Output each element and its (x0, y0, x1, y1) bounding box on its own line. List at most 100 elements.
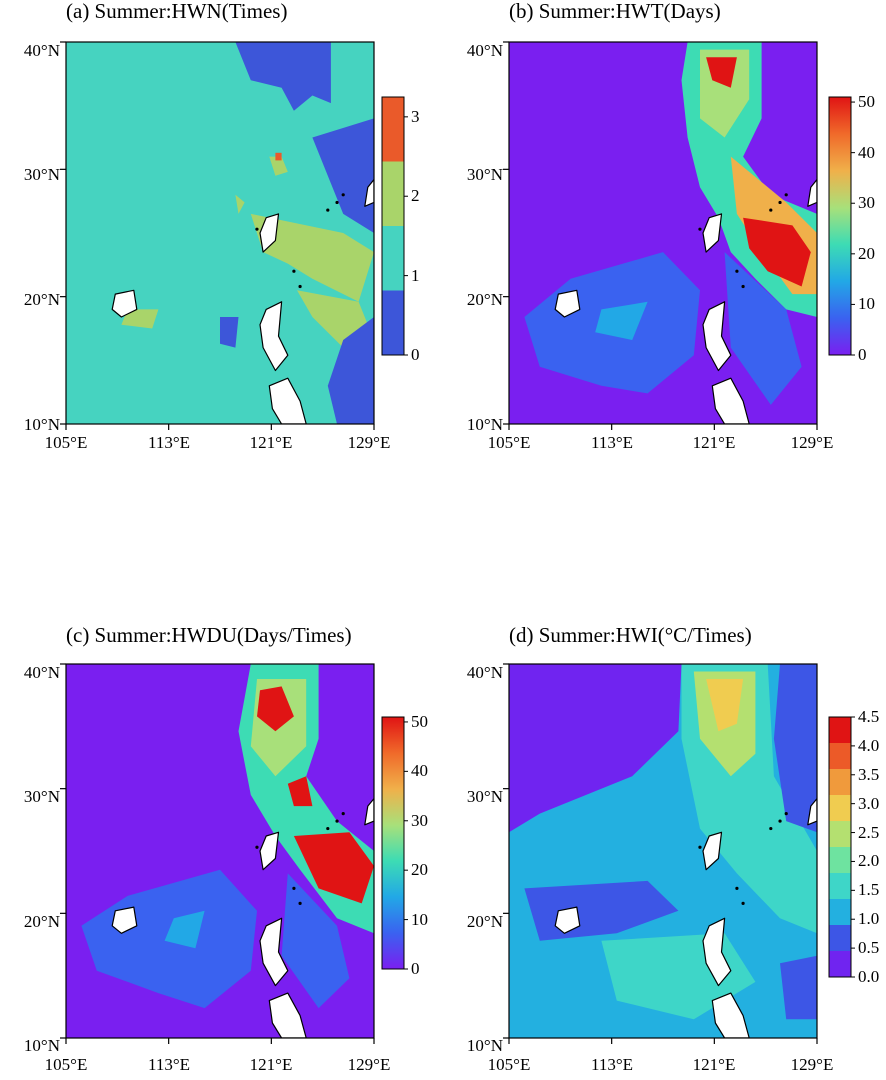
colorbar-label: 10 (411, 909, 428, 929)
island-dot (778, 200, 782, 205)
colorbar-segment (829, 795, 851, 821)
value-region (780, 955, 817, 1020)
heatwave-map-a (60, 41, 408, 430)
lat-tick-30: 30°N (23, 165, 60, 184)
island-landmass (554, 906, 581, 934)
value-region (235, 42, 331, 111)
lat-tick-10: 10°N (23, 415, 60, 434)
colorbar-segment (382, 97, 404, 162)
colorbar-label: 2.0 (858, 851, 880, 871)
island-dot (341, 812, 345, 816)
island-landmass (364, 178, 374, 207)
colorbar-label: 2 (411, 186, 420, 206)
colorbar-segment (829, 847, 851, 873)
island-dot (778, 819, 782, 823)
island-landmass (702, 917, 732, 987)
value-region (773, 664, 817, 833)
panel-a: (a) Summer:HWN(Times) 40°N 30°N 20°N 10°… (0, 0, 443, 540)
colorbar-frame (828, 716, 852, 978)
colorbar-frame (381, 96, 405, 356)
colorbar-gradient (829, 97, 851, 355)
colorbar-label: 20 (411, 860, 428, 880)
island-landmass (554, 289, 581, 318)
colorbar-label: 0.5 (858, 938, 880, 958)
island-dot (298, 284, 302, 289)
lon-tick-113: 113°E (147, 433, 191, 452)
colorbar-label: 0 (858, 345, 867, 364)
lon-tick-121: 121°E (249, 433, 293, 452)
value-region (275, 152, 282, 161)
value-region (164, 910, 205, 949)
value-region (312, 118, 374, 233)
island-dot (735, 269, 739, 273)
island-landmass (702, 213, 723, 253)
lon-tick-129: 129°E (347, 1055, 391, 1074)
island-landmass (807, 798, 817, 826)
colorbar-segment (829, 899, 851, 925)
panel-title: (c) Summer:HWDU(Days/Times) (66, 623, 352, 647)
lon-tick-113: 113°E (147, 1055, 191, 1074)
lat-tick-10: 10°N (466, 415, 503, 434)
island-dot (735, 886, 739, 890)
map-field (509, 42, 817, 424)
colorbar-label: 0 (411, 345, 420, 364)
island-dot (255, 227, 259, 231)
value-region (235, 194, 245, 214)
lat-tick-20: 20°N (23, 912, 60, 931)
lon-tick-121: 121°E (692, 433, 736, 452)
colorbar-label: 1 (411, 265, 420, 285)
lon-tick-105: 105°E (44, 1055, 88, 1074)
colorbar-label: 4.0 (858, 735, 880, 755)
heatwave-map-d (503, 663, 855, 1044)
colorbar-label: 4.5 (858, 707, 880, 726)
island-dot (741, 901, 745, 905)
island-dot (698, 845, 702, 849)
value-region (509, 664, 682, 833)
lon-tick-129: 129°E (790, 433, 834, 452)
map-field (509, 664, 817, 1038)
map-frame (65, 41, 375, 425)
colorbar-label: 30 (858, 193, 875, 213)
heatwave-map-b (503, 41, 855, 430)
colorbar-segment (829, 743, 851, 769)
panel-c: (c) Summer:HWDU(Days/Times) 40°N 30°N 20… (0, 540, 443, 1080)
colorbar-frame (828, 96, 852, 356)
lat-tick-20: 20°N (466, 912, 503, 931)
lat-tick-40: 40°N (23, 663, 60, 682)
colorbar-label: 3 (411, 106, 420, 126)
colorbar-segment (829, 925, 851, 951)
island-dot (255, 845, 259, 849)
island-landmass (364, 798, 374, 826)
panel-d: (d) Summer:HWI(°C/Times) 40°N 30°N 20°N … (443, 540, 886, 1080)
island-dot (326, 826, 330, 831)
colorbar-segment (829, 873, 851, 899)
colorbar-segment (382, 290, 404, 355)
value-region (293, 832, 374, 904)
lat-tick-40: 40°N (466, 41, 503, 60)
colorbar-label: 2.5 (858, 822, 880, 842)
island-landmass (711, 992, 750, 1038)
map-frame (508, 41, 818, 425)
island-dot (784, 812, 788, 816)
island-dot (326, 208, 330, 212)
lon-tick-121: 121°E (692, 1055, 736, 1074)
colorbar-label: 3.0 (858, 793, 880, 813)
colorbar-label: 20 (858, 243, 875, 263)
value-region (121, 309, 159, 329)
colorbar-frame (381, 716, 405, 970)
value-region (281, 873, 350, 1009)
map-field (66, 42, 374, 424)
value-region (269, 156, 288, 176)
lon-tick-113: 113°E (590, 433, 634, 452)
lat-tick-10: 10°N (23, 1036, 60, 1055)
value-region (743, 217, 811, 287)
lat-tick-20: 20°N (23, 290, 60, 309)
island-landmass (702, 301, 732, 372)
lon-tick-129: 129°E (790, 1055, 834, 1074)
lon-tick-105: 105°E (487, 433, 531, 452)
colorbar-segment (829, 717, 851, 743)
lat-tick-40: 40°N (23, 41, 60, 60)
lat-tick-40: 40°N (466, 663, 503, 682)
island-dot (335, 819, 339, 823)
value-region (706, 679, 744, 732)
